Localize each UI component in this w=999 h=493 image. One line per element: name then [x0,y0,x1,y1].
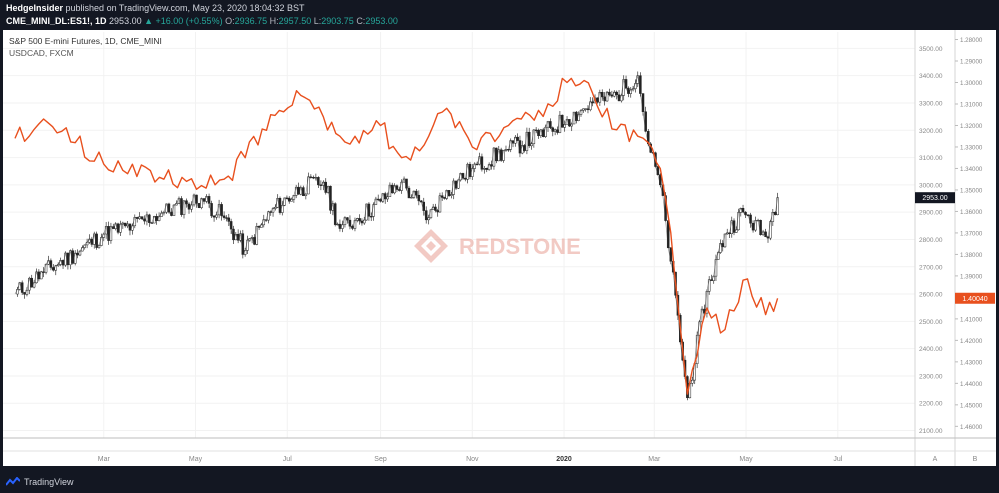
close-value: 2953.00 [365,16,398,26]
publish-text: published on TradingView.com, May 23, 20… [65,3,305,13]
redstone-logo-icon [414,229,448,263]
axis1-tick-label: 2500.00 [919,319,943,326]
axis2-tick-label: 1.29000 [960,59,983,66]
high-label: H: [269,16,279,26]
axis1-tick-label: 2100.00 [919,428,943,435]
time-tick-label: Mar [98,456,111,463]
footer-bar: TradingView [0,474,999,493]
last-price-label-sp500: 2953.00 [915,192,955,204]
price-axis-sp500[interactable]: 3500.00 3400.00 3300.00 3200.00 3100.00 3000.… [919,46,943,435]
axis1-tick-label: 3100.00 [919,155,943,162]
open-value: 2936.75 [234,16,268,26]
last-price: 2953.00 [109,16,142,26]
publisher-name: HedgeInsider [6,3,64,13]
last-price-sp500-text: 2953.00 [922,195,947,202]
open-label: O: [225,16,235,26]
legend-series-2: USDCAD, FXCM [9,48,74,58]
low-value: 2903.75 [321,16,354,26]
axis2-tick-label: 1.38000 [960,252,983,259]
price-change: ▲ +16.00 (+0.55%) [144,16,223,26]
publish-info: HedgeInsider published on TradingView.co… [6,3,305,13]
time-tick-label: Jul [283,456,292,463]
low-label: L: [313,16,322,26]
sp500-line [14,75,778,398]
axis1-tick-label: 2600.00 [919,292,943,299]
legend-series-1: S&P 500 E-mini Futures, 1D, CME_MINI [9,36,162,46]
axis2-tick-label: 1.33000 [960,144,983,151]
usdcad-line [14,77,779,395]
axis2-tick-label: 1.30000 [960,80,983,87]
tradingview-label: TradingView [24,477,74,487]
axis2-tick-label: 1.44000 [960,381,983,388]
series-layer [14,71,779,401]
axis-b-label[interactable]: B [973,456,978,463]
tradingview-brand[interactable]: TradingView [6,477,74,487]
axis2-tick-label: 1.46000 [960,424,983,431]
axis2-tick-label: 1.41000 [960,316,983,323]
axis1-tick-label: 3200.00 [919,128,943,135]
time-tick-label: May [189,456,203,463]
axis2-tick-label: 1.35000 [960,187,983,194]
axis1-tick-label: 2900.00 [919,210,943,217]
close-label: C: [356,16,366,26]
axis1-tick-label: 2800.00 [919,237,943,244]
axis1-tick-label: 2300.00 [919,373,943,380]
axis2-tick-label: 1.39000 [960,273,983,280]
time-axis[interactable]: Mar May Jul Sep Nov 2020 Mar May Jul [98,456,843,463]
time-tick-label: Mar [648,456,661,463]
axis2-tick-label: 1.34000 [960,166,983,173]
time-tick-label: May [739,456,753,463]
axis2-tick-label: 1.32000 [960,123,983,130]
axis2-tick-label: 1.43000 [960,359,983,366]
axis1-tick-label: 2700.00 [919,264,943,271]
time-tick-label: Sep [374,456,387,463]
grid-lines [3,32,915,438]
axis1-tick-label: 3300.00 [919,100,943,107]
last-price-usdcad-text: 1.40040 [962,296,987,303]
last-price-label-usdcad: 1.40040 [955,292,995,304]
tradingview-logo-icon [6,477,20,486]
symbol-label: CME_MINI_DL:ES1!, 1D [6,16,107,26]
sp500-candles [16,71,779,401]
axis1-tick-label: 2200.00 [919,401,943,408]
axis2-tick-label: 1.36000 [960,209,983,216]
watermark: REDSTONE [414,229,581,263]
axis1-tick-label: 2400.00 [919,346,943,353]
high-value: 2957.50 [278,16,312,26]
time-tick-label: Nov [466,456,479,463]
chart-panel[interactable]: REDSTONE S&P 500 E-mini Futures, 1D, CME… [3,30,996,466]
axis2-tick-label: 1.37000 [960,230,983,237]
axis1-tick-label: 3500.00 [919,46,943,53]
axis-a-label[interactable]: A [933,456,938,463]
axis2-tick-label: 1.42000 [960,338,983,345]
axis1-tick-label: 3000.00 [919,182,943,189]
axis1-tick-label: 3400.00 [919,73,943,80]
axis2-tick-label: 1.28000 [960,37,983,44]
chart-svg[interactable]: REDSTONE S&P 500 E-mini Futures, 1D, CME… [3,30,996,466]
time-tick-label: Jul [833,456,842,463]
symbol-info-bar: CME_MINI_DL:ES1!, 1D 2953.00 ▲ +16.00 (+… [6,16,398,26]
time-tick-label: 2020 [556,456,572,463]
axis2-tick-label: 1.45000 [960,402,983,409]
axis2-tick-label: 1.31000 [960,101,983,108]
watermark-text: REDSTONE [459,234,581,259]
